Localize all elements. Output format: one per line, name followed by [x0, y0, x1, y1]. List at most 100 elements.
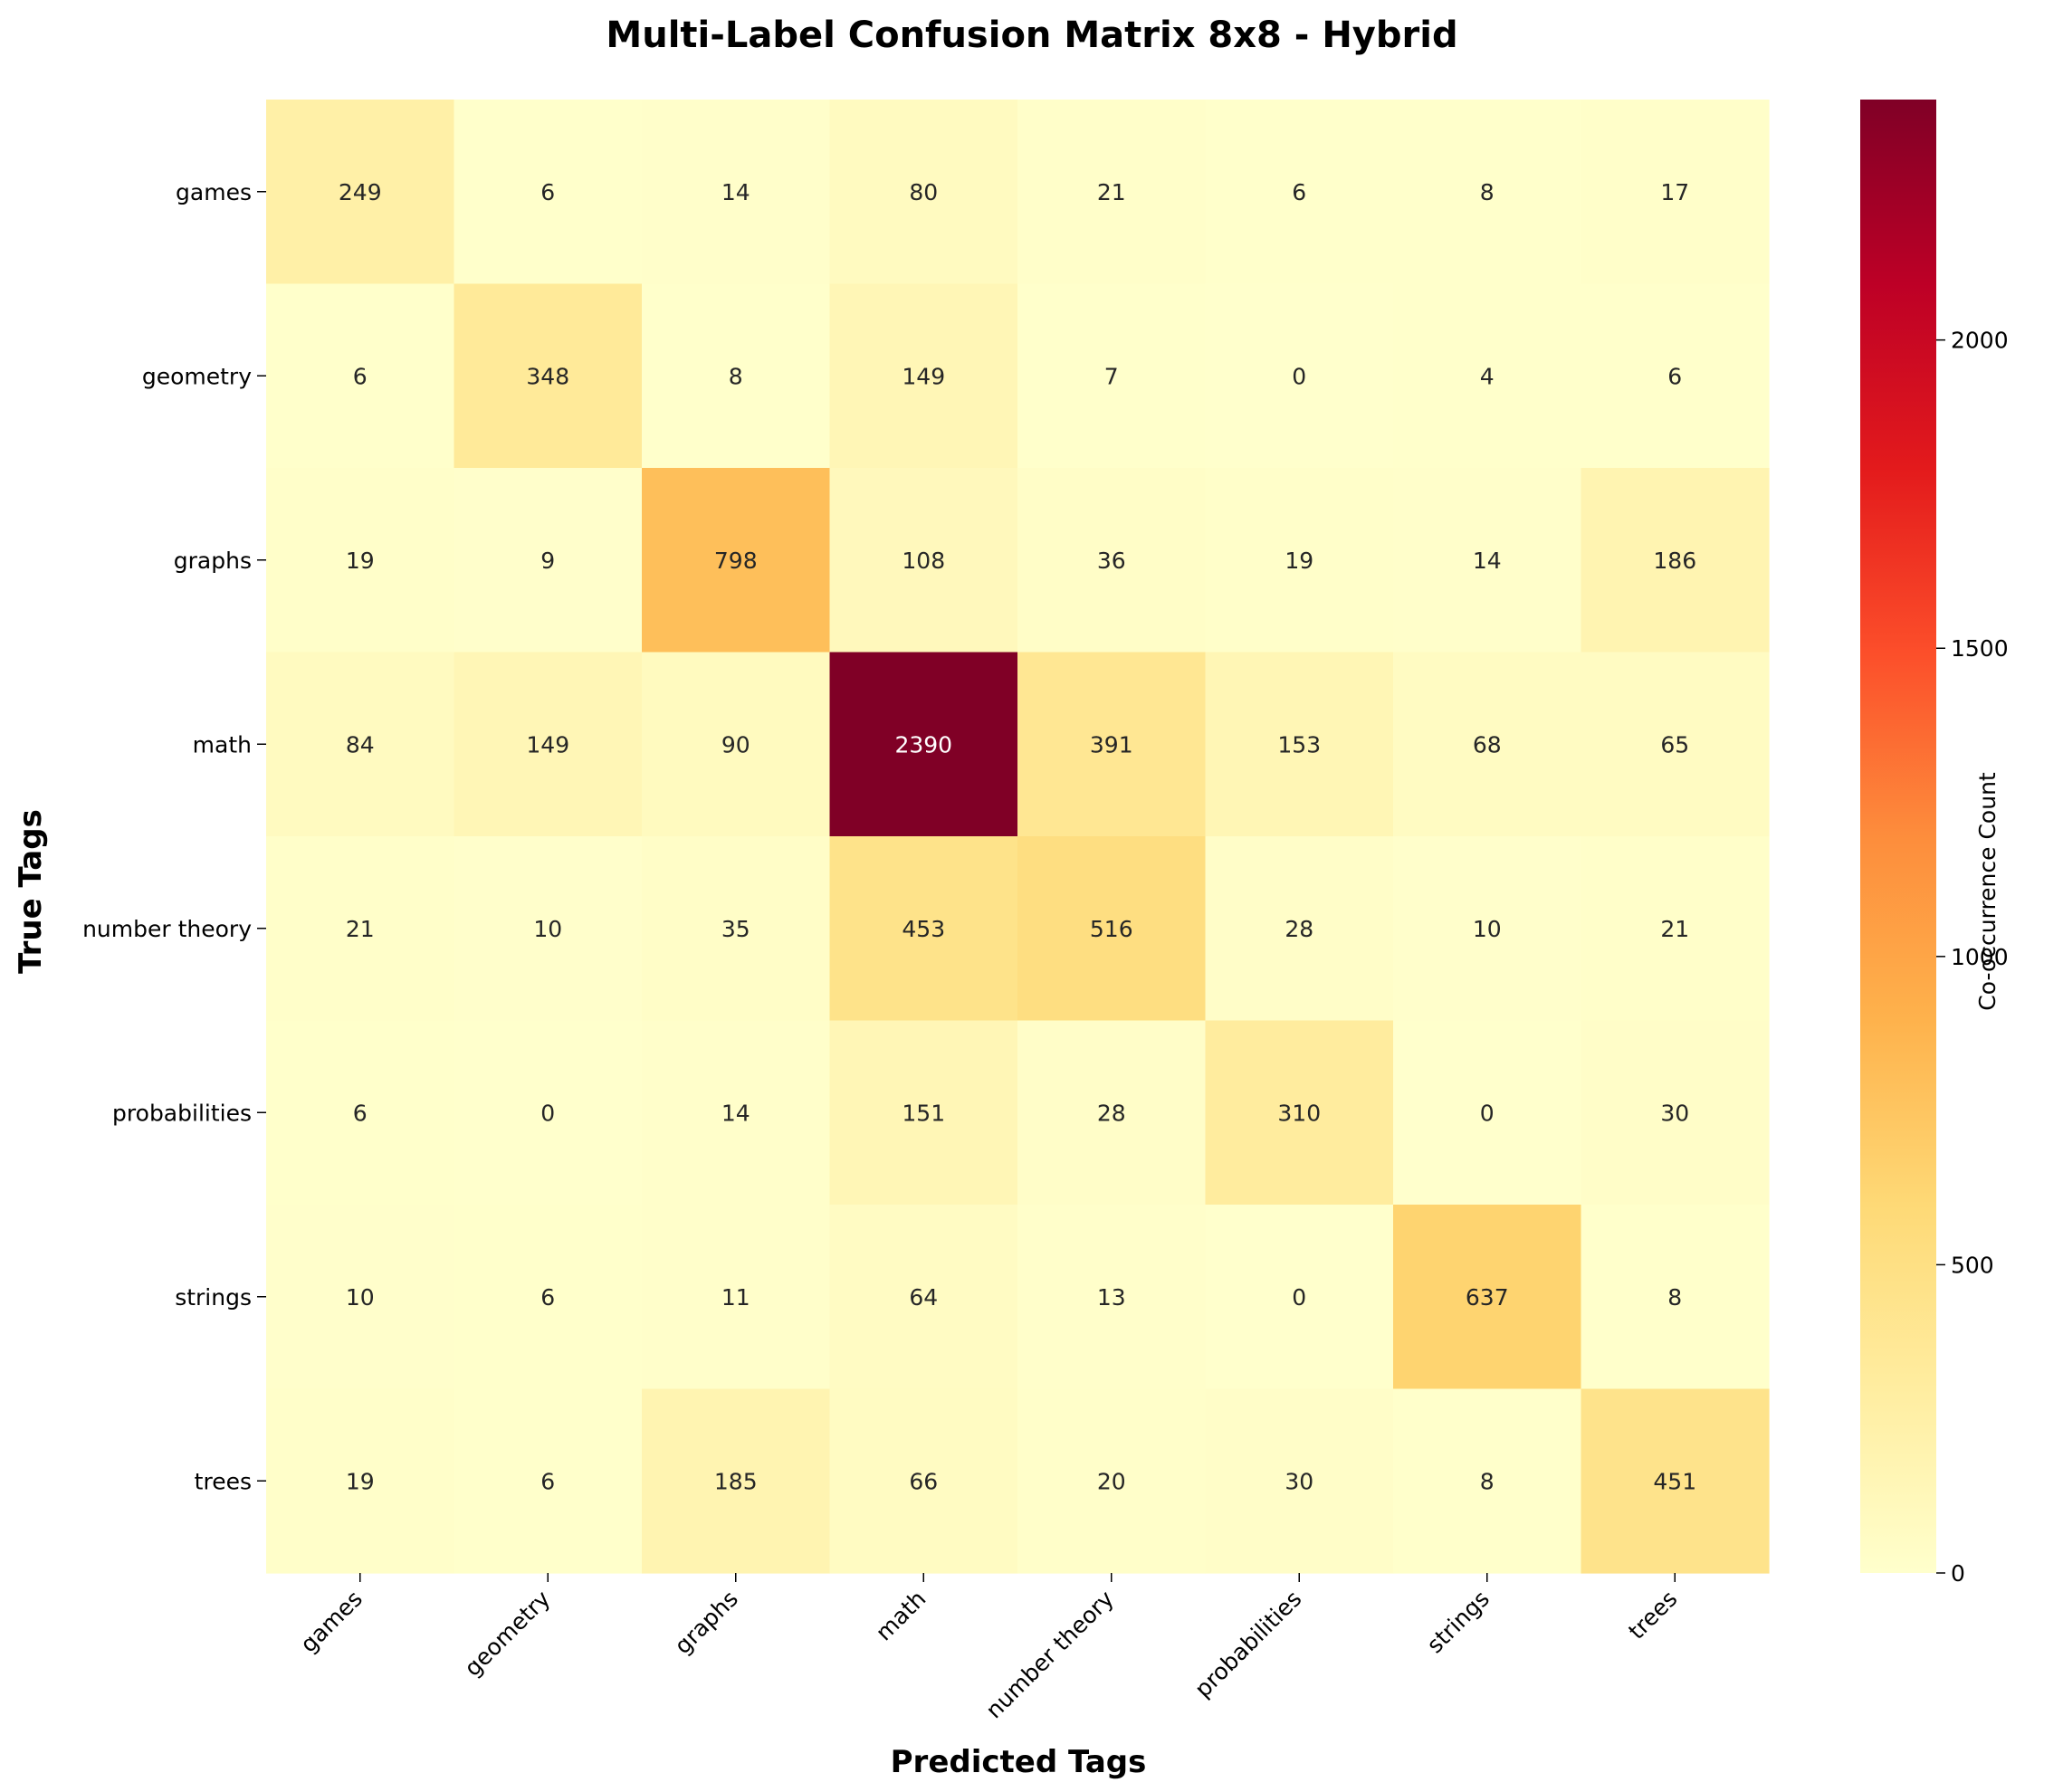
heatmap-cell — [829, 283, 1018, 469]
cell-value-label: 11 — [721, 1284, 750, 1311]
cell-value-label: 10 — [533, 916, 562, 942]
heatmap-cell — [266, 468, 455, 653]
colorbar-gradient — [1860, 100, 1936, 1573]
heatmap-cell — [1017, 283, 1207, 469]
heatmap-cell — [266, 1205, 455, 1390]
heatmap-cell-labels: 249 6 14 80 21 6 8 176 348 8 149 7 0 4 619 9 798 108 36 19 1… — [339, 179, 1696, 1495]
heatmap-cell — [1205, 652, 1394, 837]
cell-value-label: 6 — [1292, 179, 1306, 205]
y-tick-label: probabilities — [112, 1100, 252, 1126]
heatmap-cell — [642, 1205, 831, 1390]
cell-value-label: 80 — [909, 179, 938, 205]
heatmap-cell — [266, 283, 455, 469]
heatmap-cell — [266, 1388, 455, 1574]
heatmap-cell — [1581, 652, 1770, 837]
x-tick-label: games — [295, 1586, 368, 1658]
heatmap-cell — [1017, 1205, 1207, 1390]
x-tick-label: geometry — [459, 1586, 555, 1682]
colorbar-tick-label: 500 — [1951, 1252, 1994, 1278]
heatmap-cell — [266, 836, 455, 1022]
heatmap-cell — [1393, 1020, 1582, 1206]
cell-value-label: 10 — [1473, 916, 1502, 942]
cell-value-label: 6 — [540, 1468, 555, 1494]
cell-value-label: 64 — [909, 1284, 938, 1311]
cell-value-label: 186 — [1653, 548, 1696, 574]
heatmap-cell — [1205, 283, 1394, 469]
y-axis-title: True Tags — [13, 809, 49, 974]
cell-value-label: 8 — [729, 363, 743, 389]
x-tick-label: graphs — [670, 1586, 743, 1659]
cell-value-label: 35 — [721, 916, 750, 942]
heatmap-cell — [1581, 283, 1770, 469]
cell-value-label: 14 — [721, 1100, 750, 1126]
x-axis-title: Predicted Tags — [891, 1744, 1147, 1780]
cell-value-label: 391 — [1090, 731, 1133, 758]
heatmap-cell — [1017, 100, 1207, 285]
heatmap-cell — [1017, 652, 1207, 837]
chart-title: Multi-Label Confusion Matrix 8x8 - Hybri… — [606, 14, 1457, 56]
cell-value-label: 21 — [1660, 916, 1689, 942]
colorbar-tick-label: 0 — [1951, 1560, 1965, 1587]
heatmap-cell — [1581, 1205, 1770, 1390]
y-tick-label: geometry — [142, 363, 252, 389]
heatmap-cell — [642, 836, 831, 1022]
heatmap-cell — [642, 652, 831, 837]
y-tick-label: strings — [175, 1284, 252, 1311]
heatmap-cell — [1581, 1388, 1770, 1574]
heatmap-cell — [1017, 1020, 1207, 1206]
cell-value-label: 6 — [353, 363, 368, 389]
cell-value-label: 13 — [1097, 1284, 1126, 1311]
cell-value-label: 151 — [902, 1100, 945, 1126]
heatmap-cell — [1205, 1388, 1394, 1574]
cell-value-label: 8 — [1480, 179, 1495, 205]
cell-value-label: 0 — [1480, 1100, 1495, 1126]
cell-value-label: 0 — [1292, 1284, 1306, 1311]
cell-value-label: 4 — [1480, 363, 1495, 389]
heatmap-cell — [1017, 1388, 1207, 1574]
cell-value-label: 68 — [1473, 731, 1502, 758]
heatmap-cell — [1393, 468, 1582, 653]
heatmap-cell — [1205, 836, 1394, 1022]
cell-value-label: 0 — [1292, 363, 1306, 389]
heatmap-cell — [1205, 100, 1394, 285]
heatmap-cell — [829, 652, 1018, 837]
cell-value-label: 348 — [526, 363, 569, 389]
heatmap-cell — [829, 1205, 1018, 1390]
colorbar-tick-label: 1000 — [1951, 944, 2009, 970]
cell-value-label: 6 — [540, 179, 555, 205]
cell-value-label: 6 — [353, 1100, 368, 1126]
heatmap-cell — [642, 1020, 831, 1206]
heatmap-cell — [829, 468, 1018, 653]
y-axis-ticks: games geometry graphs math number theory prob… — [82, 179, 266, 1494]
cell-value-label: 637 — [1466, 1284, 1509, 1311]
colorbar-tick-label: 1500 — [1951, 635, 2009, 662]
cell-value-label: 14 — [1473, 548, 1502, 574]
heatmap-cell — [1581, 100, 1770, 285]
cell-value-label: 0 — [540, 1100, 555, 1126]
heatmap-cell — [266, 1020, 455, 1206]
cell-value-label: 798 — [714, 548, 758, 574]
heatmap-cell — [266, 652, 455, 837]
heatmap-cell — [1205, 468, 1394, 653]
cell-value-label: 30 — [1285, 1468, 1313, 1494]
heatmap-cell — [642, 100, 831, 285]
heatmap-cell — [829, 100, 1018, 285]
cell-value-label: 36 — [1097, 548, 1126, 574]
cell-value-label: 185 — [714, 1468, 758, 1494]
cell-value-label: 10 — [346, 1284, 375, 1311]
heatmap-cell — [1205, 1020, 1394, 1206]
cell-value-label: 30 — [1660, 1100, 1689, 1126]
y-tick-label: graphs — [174, 548, 252, 574]
y-tick-label: number theory — [82, 916, 252, 942]
heatmap-cell — [1393, 1388, 1582, 1574]
heatmap-cell — [1393, 100, 1582, 285]
cell-value-label: 17 — [1660, 179, 1689, 205]
cell-value-label: 453 — [902, 916, 945, 942]
cell-value-label: 149 — [526, 731, 569, 758]
cell-value-label: 2390 — [894, 731, 952, 758]
cell-value-label: 28 — [1285, 916, 1313, 942]
heatmap-cell — [1581, 1020, 1770, 1206]
cell-value-label: 20 — [1097, 1468, 1126, 1494]
heatmap-cells — [266, 100, 1770, 1574]
cell-value-label: 108 — [902, 548, 945, 574]
